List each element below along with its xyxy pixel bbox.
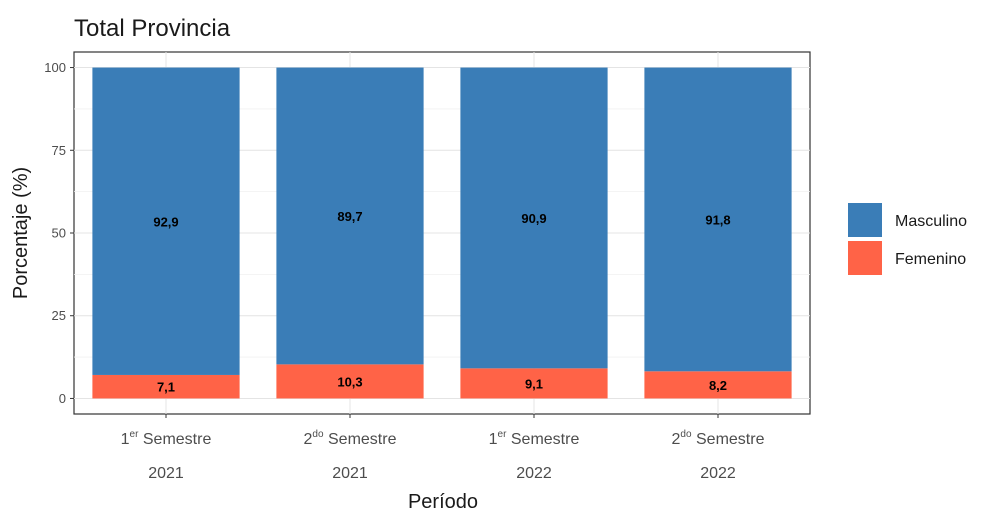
legend-label-femenino: Femenino (895, 251, 966, 268)
y-tick-label: 100 (44, 60, 66, 75)
data-label-masculino: 92,9 (153, 214, 178, 229)
data-label-femenino: 10,3 (337, 374, 362, 389)
bar-masculino (644, 67, 792, 372)
legend-label-masculino: Masculino (895, 213, 967, 230)
x-tick-label: 1er Semestre (489, 429, 580, 448)
x-tick-label: 2do Semestre (672, 429, 765, 448)
legend: Masculino Femenino (848, 203, 967, 275)
bar-masculino (276, 67, 424, 365)
x-tick-label-year: 2021 (332, 465, 368, 482)
data-label-masculino: 91,8 (705, 212, 730, 227)
y-tick-label: 50 (52, 226, 66, 241)
x-axis: 1er Semestre 2021 2do Semestre 2021 1er Seme… (121, 414, 765, 482)
x-tick-label-year: 2021 (148, 465, 184, 482)
x-tick-label: 2do Semestre (304, 429, 397, 448)
bars (92, 67, 792, 399)
chart-title: Total Provincia (74, 15, 231, 42)
x-axis-title: Período (408, 491, 478, 513)
bar-femenino (644, 371, 792, 399)
bar-femenino (460, 368, 608, 399)
data-label-femenino: 9,1 (525, 376, 543, 391)
data-label-femenino: 8,2 (709, 378, 727, 393)
bar-masculino (92, 67, 240, 375)
data-label-femenino: 7,1 (157, 380, 175, 395)
y-tick-label: 25 (52, 308, 66, 323)
bar-femenino (276, 364, 424, 399)
data-labels: 7,1 92,9 10,3 89,7 9,1 90,9 8,2 91,8 (153, 209, 730, 395)
legend-key-femenino (848, 241, 882, 275)
bar-masculino (460, 67, 608, 369)
data-label-masculino: 90,9 (521, 211, 546, 226)
y-tick-label: 75 (52, 143, 66, 158)
data-label-masculino: 89,7 (337, 209, 362, 224)
y-axis: 0 25 50 75 100 (44, 60, 74, 406)
y-tick-label: 0 (59, 391, 66, 406)
x-tick-label: 1er Semestre (121, 429, 212, 448)
x-tick-label-year: 2022 (516, 465, 552, 482)
y-axis-title: Porcentaje (%) (10, 167, 32, 299)
bar-femenino (92, 374, 240, 399)
x-tick-label-year: 2022 (700, 465, 736, 482)
legend-key-masculino (848, 203, 882, 237)
